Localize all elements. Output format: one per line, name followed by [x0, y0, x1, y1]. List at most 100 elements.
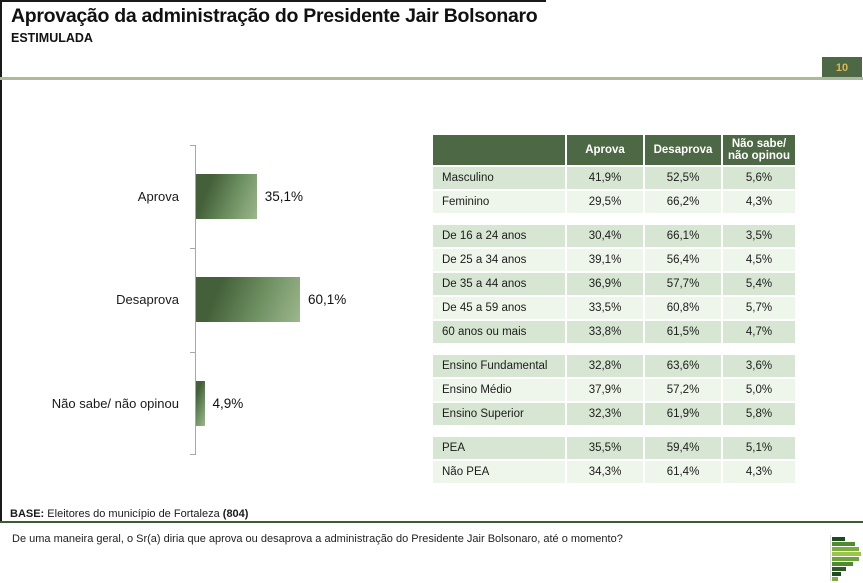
value-cell: 37,9% [567, 379, 643, 401]
value-cell: 32,3% [567, 403, 643, 425]
row-label-cell: Masculino [433, 167, 565, 189]
category-label: Aprova [137, 189, 179, 205]
table-header-corner [433, 135, 565, 165]
row-label-cell: 60 anos ou mais [433, 321, 565, 343]
table-row: De 25 a 34 anos 39,1% 56,4% 4,5% [433, 249, 795, 271]
row-label-cell: Não PEA [433, 461, 565, 483]
bar-value-label: 35,1% [264, 189, 303, 205]
value-cell: 5,1% [723, 437, 795, 459]
table-header-row: Aprova Desaprova Não sabe/ não opinou [433, 135, 795, 165]
bar-value-label: 4,9% [212, 395, 244, 411]
row-label-cell: De 35 a 44 anos [433, 273, 565, 295]
value-cell: 5,6% [723, 167, 795, 189]
bar [196, 174, 257, 220]
table-group-spacer [433, 427, 795, 435]
logo-bar [832, 542, 855, 546]
page-title: Aprovação da administração do Presidente… [11, 5, 538, 27]
row-label-cell: Ensino Médio [433, 379, 565, 401]
base-label: BASE: [10, 508, 45, 520]
value-cell: 61,9% [645, 403, 721, 425]
top-border-line [0, 0, 546, 2]
bar-value-label: 60,1% [308, 292, 347, 308]
survey-question: De uma maneira geral, o Sr(a) diria que … [12, 533, 623, 545]
table-row: PEA 35,5% 59,4% 5,1% [433, 437, 795, 459]
base-text: Eleitores do município de Fortaleza [44, 508, 223, 520]
logo-bar [832, 537, 845, 541]
table-row: Ensino Fundamental 32,8% 63,6% 3,6% [433, 355, 795, 377]
logo-bar [832, 557, 859, 561]
page-subtitle: ESTIMULADA [11, 31, 93, 45]
category-label: Desaprova [116, 292, 179, 308]
table-row: De 45 a 59 anos 33,5% 60,8% 5,7% [433, 297, 795, 319]
axis-tick [190, 145, 196, 146]
logo-bar [832, 572, 841, 576]
table-row: Não PEA 34,3% 61,4% 4,3% [433, 461, 795, 483]
page-number-badge: 10 [822, 57, 862, 79]
value-cell: 34,3% [567, 461, 643, 483]
value-cell: 3,6% [723, 355, 795, 377]
logo-rule-line [830, 535, 831, 581]
value-cell: 63,6% [645, 355, 721, 377]
table-row: Feminino 29,5% 66,2% 4,3% [433, 191, 795, 213]
table-header-aprova: Aprova [567, 135, 643, 165]
value-cell: 33,5% [567, 297, 643, 319]
value-cell: 4,3% [723, 191, 795, 213]
bar-row: 4,9% [196, 352, 440, 455]
bar-row: 60,1% [196, 248, 440, 351]
value-cell: 61,5% [645, 321, 721, 343]
value-cell: 39,1% [567, 249, 643, 271]
bar [196, 380, 205, 426]
table-header-nao-sabe: Não sabe/ não opinou [723, 135, 795, 165]
value-cell: 57,7% [645, 273, 721, 295]
table-group-spacer [433, 215, 795, 223]
table-group-spacer [433, 345, 795, 353]
logo-bar [832, 567, 846, 571]
logo-bar [832, 577, 838, 581]
bar [196, 277, 300, 323]
logo-bar [832, 552, 861, 556]
value-cell: 33,8% [567, 321, 643, 343]
value-cell: 66,2% [645, 191, 721, 213]
value-cell: 36,9% [567, 273, 643, 295]
value-cell: 41,9% [567, 167, 643, 189]
value-cell: 57,2% [645, 379, 721, 401]
table-row: Ensino Médio 37,9% 57,2% 5,0% [433, 379, 795, 401]
logo-bar [832, 562, 853, 566]
value-cell: 60,8% [645, 297, 721, 319]
value-cell: 66,1% [645, 225, 721, 247]
bar-chart: 35,1% 60,1% 4,9% [190, 145, 440, 455]
value-cell: 29,5% [567, 191, 643, 213]
row-label-cell: PEA [433, 437, 565, 459]
row-label-cell: De 16 a 24 anos [433, 225, 565, 247]
base-note: BASE: Eleitores do município de Fortalez… [10, 508, 248, 520]
value-cell: 3,5% [723, 225, 795, 247]
value-cell: 30,4% [567, 225, 643, 247]
table-row: Masculino 41,9% 52,5% 5,6% [433, 167, 795, 189]
value-cell: 61,4% [645, 461, 721, 483]
table-row: De 35 a 44 anos 36,9% 57,7% 5,4% [433, 273, 795, 295]
logo-bar [832, 547, 859, 551]
table-row: Ensino Superior 32,3% 61,9% 5,8% [433, 403, 795, 425]
demographics-table: Aprova Desaprova Não sabe/ não opinou Ma… [431, 133, 797, 485]
company-logo [832, 537, 861, 581]
value-cell: 5,0% [723, 379, 795, 401]
footer-divider-line [0, 521, 863, 523]
axis-tick [190, 352, 196, 353]
bar-row: 35,1% [196, 145, 440, 248]
base-count: (804) [222, 508, 249, 520]
value-cell: 5,8% [723, 403, 795, 425]
row-label-cell: Feminino [433, 191, 565, 213]
row-label-cell: De 45 a 59 anos [433, 297, 565, 319]
value-cell: 59,4% [645, 437, 721, 459]
table-header-desaprova: Desaprova [645, 135, 721, 165]
table-row: 60 anos ou mais 33,8% 61,5% 4,7% [433, 321, 795, 343]
value-cell: 5,4% [723, 273, 795, 295]
value-cell: 5,7% [723, 297, 795, 319]
axis-tick [190, 248, 196, 249]
category-label: Não sabe/ não opinou [51, 395, 179, 411]
value-cell: 35,5% [567, 437, 643, 459]
value-cell: 4,3% [723, 461, 795, 483]
value-cell: 56,4% [645, 249, 721, 271]
header-divider-line [0, 77, 863, 80]
